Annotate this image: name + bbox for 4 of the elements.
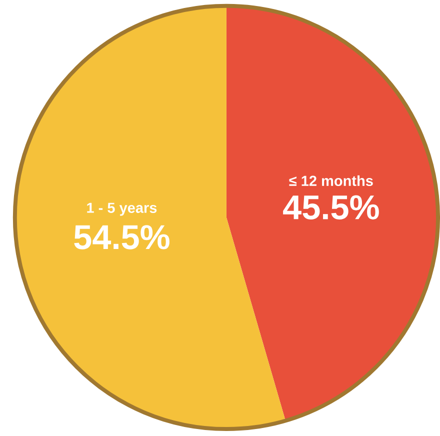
data-label: 45.5% <box>283 195 379 220</box>
slice-label: ≤ 12 months <box>289 175 373 186</box>
data-label: 54.5% <box>74 225 170 250</box>
slice-label: 1 - 5 years <box>87 202 157 216</box>
